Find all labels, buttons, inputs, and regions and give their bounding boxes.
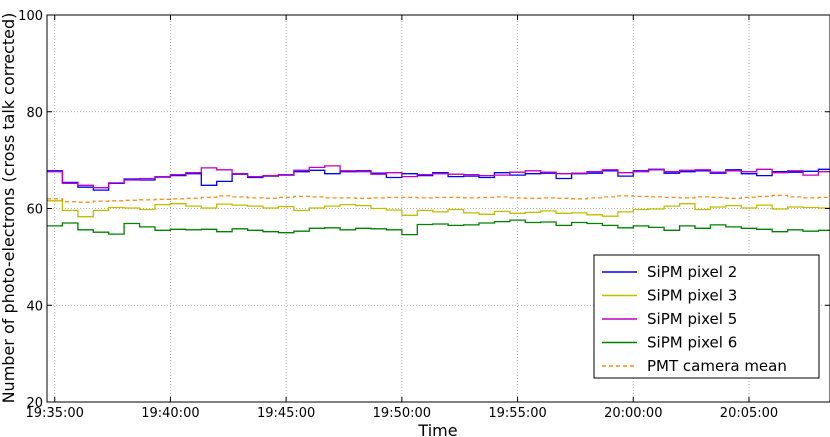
series-line-sipm-pixel-5 [47,165,830,189]
ticks [47,14,830,403]
series-line-sipm-pixel-3 [47,200,830,218]
legend-label-sipm-pixel-2: SiPM pixel 2 [647,263,737,281]
legend-label-sipm-pixel-5: SiPM pixel 5 [647,310,737,328]
legend-items: SiPM pixel 2 SiPM pixel 3 SiPM pixel 5 SiPM… [602,263,787,375]
tick-labels: 20 40 60 80 100 19:35:00 19:40:00 19:45:00 19:50… [18,9,778,421]
legend-box [593,254,820,379]
series-line-sipm-pixel-2 [47,168,830,191]
y-tick-label: 40 [26,299,43,314]
y-tick-label: 60 [26,203,43,218]
x-axis-title: Time [417,421,457,437]
x-tick-label: 20:05:00 [720,406,778,421]
x-tick-label: 19:45:00 [257,406,315,421]
legend: SiPM pixel 2 SiPM pixel 3 SiPM pixel 5 SiPM… [593,254,820,379]
x-tick-label: 19:35:00 [26,406,84,421]
x-tick-label: 19:55:00 [488,406,546,421]
x-tick-label: 19:40:00 [141,406,199,421]
y-tick-label: 80 [26,106,43,121]
y-axis-title: Number of photo-electrons (cross talk co… [0,13,18,404]
x-tick-label: 20:00:00 [604,406,662,421]
series-layer [47,165,830,236]
y-tick-label: 100 [18,9,43,24]
legend-label-sipm-pixel-6: SiPM pixel 6 [647,334,737,352]
y-tick-label: 20 [26,396,43,411]
legend-label-pmt-camera-mean: PMT camera mean [647,357,787,375]
legend-label-sipm-pixel-3: SiPM pixel 3 [647,287,737,305]
series-line-sipm-pixel-6 [47,219,830,236]
x-tick-label: 19:50:00 [373,406,431,421]
series-line-pmt-camera-mean [47,194,830,203]
